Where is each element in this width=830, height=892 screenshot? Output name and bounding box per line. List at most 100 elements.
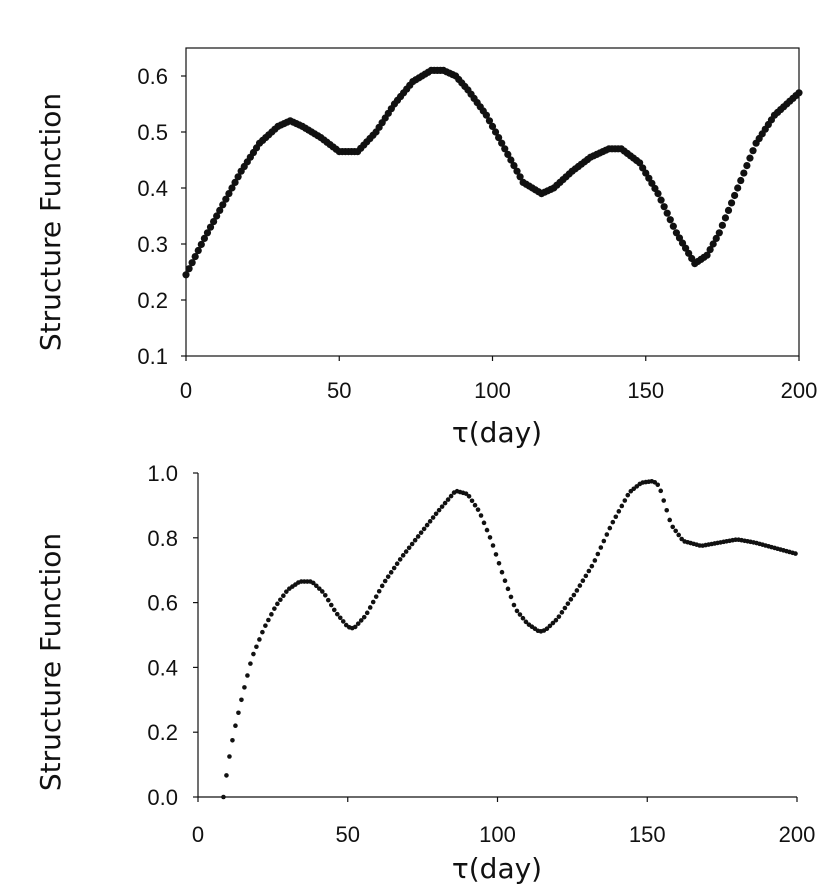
data-point [388,570,394,575]
y-tick-label: 0.6 [137,64,168,89]
chart-bottom-y-axis: 0.0 0.2 0.4 0.6 0.8 1.0 [147,461,198,810]
data-point [544,626,550,632]
data-point [311,580,316,586]
data-point [547,623,553,629]
data-point [370,599,376,605]
data-point [182,271,190,279]
data-point [673,528,678,534]
data-point [571,592,577,598]
x-tick-label: 0 [180,378,192,403]
data-point [664,507,670,513]
data-point [604,532,610,537]
data-point [200,234,208,242]
data-point [188,259,196,267]
data-point [251,651,256,657]
data-point [731,191,739,200]
data-point [498,139,506,147]
data-point [364,610,370,616]
x-tick-label: 50 [327,378,351,403]
chart-bottom: 0.0 0.2 0.4 0.6 0.8 1.0 0 50 100 150 200 Structur… [34,461,815,885]
data-point [499,569,505,575]
data-point [340,619,346,624]
data-point [658,488,664,494]
data-point [266,617,271,623]
y-tick-label: 0.2 [137,288,168,313]
data-point [517,612,523,617]
data-point [373,594,379,599]
y-tick-label: 1.0 [147,461,178,486]
data-point [433,511,439,517]
data-point [209,218,218,226]
data-point [493,552,499,557]
data-point [221,794,226,800]
data-point [495,134,503,142]
data-point [239,697,244,703]
y-tick-label: 0.8 [147,526,178,551]
data-point [334,611,340,617]
data-point [409,541,415,547]
data-point [322,593,328,598]
data-point [676,532,681,538]
data-point [213,212,221,220]
data-point [197,240,205,249]
data-point [625,492,631,498]
data-point [586,568,592,574]
data-point [358,618,364,623]
data-point [583,573,589,579]
data-point [194,246,202,255]
data-point [337,615,343,621]
data-point [436,507,442,513]
data-point [475,507,481,512]
data-point [795,89,803,97]
data-point [793,551,798,556]
data-point [216,206,224,214]
data-point [743,162,751,170]
data-point [469,498,475,504]
data-point [607,525,613,531]
data-point [367,605,373,610]
data-point [257,637,262,642]
data-point [314,583,319,589]
data-point [331,607,337,613]
data-point [228,184,236,192]
data-point [749,147,757,155]
data-point [361,614,367,620]
data-point [260,629,265,635]
data-point [225,190,233,198]
y-tick-label: 0.4 [147,655,178,680]
data-point [616,509,622,514]
x-tick-label: 150 [627,378,664,403]
x-tick-label: 100 [479,822,516,847]
data-point [511,602,517,608]
data-point [491,128,500,136]
data-point [721,214,730,222]
data-point [488,122,497,130]
data-point [592,558,598,563]
data-point [472,502,478,508]
data-point [556,614,562,619]
data-point [550,620,556,626]
data-point [709,240,717,248]
data-point [397,557,403,562]
chart-top: 0.1 0.2 0.3 0.4 0.5 0.6 0 50 100 150 200 Structur… [34,47,817,449]
data-point [281,593,286,599]
data-point [242,685,247,690]
data-point [568,597,574,602]
data-point [504,150,512,158]
data-point [485,117,494,125]
data-point [421,526,427,532]
data-point [412,537,418,543]
data-point [654,190,662,198]
data-point [553,617,559,623]
data-point [275,601,280,607]
data-point [245,673,250,678]
data-point [203,229,212,237]
data-point [510,162,518,170]
data-point [589,563,595,569]
data-point [490,543,496,548]
data-point [706,246,714,254]
y-tick-label: 0.2 [147,720,178,745]
data-point [737,176,745,185]
data-point [481,520,487,526]
